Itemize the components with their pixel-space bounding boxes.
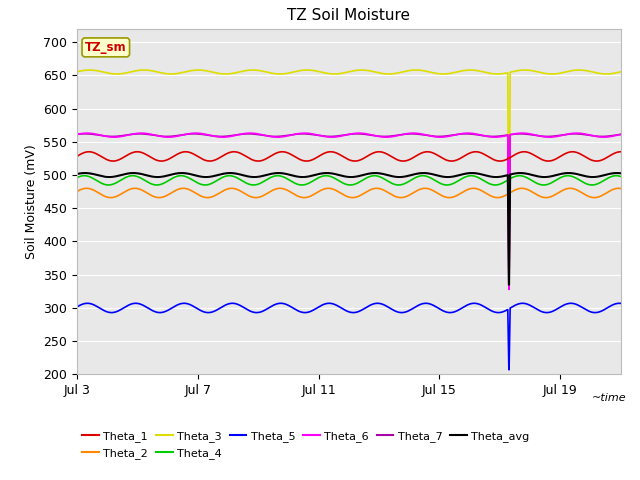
Theta_4 [153,182,161,188]
Theta_5 [282,301,289,307]
Theta_2 [548,193,556,199]
Theta_5 [135,301,143,307]
Theta_2 [282,187,289,192]
Legend: Theta_1, Theta_2, Theta_3, Theta_4, Theta_5, Theta_6, Theta_7, Theta_avg: Theta_1, Theta_2, Theta_3, Theta_4, Thet… [83,432,530,459]
Theta_3 [505,282,513,288]
Theta_2 [135,186,143,192]
Theta_5 [505,367,513,372]
Theta_2 [617,186,625,192]
Theta_3 [282,71,289,76]
Theta_7 [282,133,289,139]
Theta_7 [548,133,556,139]
Theta_avg [505,282,513,288]
Theta_6 [573,130,580,136]
Theta_3 [135,68,143,73]
Theta_3 [305,67,313,73]
Line: Theta_6: Theta_6 [77,133,621,289]
Theta_7 [167,133,175,139]
Theta_3 [167,71,175,77]
Theta_2 [421,185,429,191]
Theta_3 [195,67,202,73]
Theta_4 [282,175,289,181]
Theta_2 [591,195,598,201]
Theta_5 [548,309,556,314]
Y-axis label: Soil Moisture (mV): Soil Moisture (mV) [24,144,38,259]
Theta_6 [135,131,143,136]
Theta_avg [282,171,289,177]
Theta_avg [168,172,175,178]
Theta_7 [305,131,313,137]
Theta_5 [325,300,333,306]
Theta_6 [607,134,614,140]
Theta_7 [607,133,614,139]
Theta_1 [617,149,625,155]
Theta_5 [617,300,625,306]
Theta_4 [617,174,625,180]
Theta_1 [607,153,614,158]
Theta_avg [617,170,625,176]
Theta_4 [607,174,614,180]
Theta_7 [505,287,513,292]
Line: Theta_4: Theta_4 [77,176,621,185]
Text: TZ_sm: TZ_sm [85,41,127,54]
Theta_avg [548,173,556,179]
Theta_7 [244,131,252,137]
Text: ~time: ~time [591,394,626,403]
Theta_3 [73,69,81,75]
Line: Theta_1: Theta_1 [77,152,621,161]
Theta_5 [73,304,81,310]
Theta_4 [305,180,313,186]
Theta_1 [305,158,313,164]
Theta_6 [305,131,313,136]
Theta_avg [129,170,137,176]
Theta_5 [305,309,313,315]
Theta_3 [607,71,614,77]
Theta_avg [135,171,143,177]
Theta_avg [73,171,81,177]
Theta_avg [607,171,614,177]
Theta_4 [73,175,81,180]
Title: TZ Soil Moisture: TZ Soil Moisture [287,9,410,24]
Theta_5 [607,303,614,309]
Theta_1 [282,149,289,155]
Line: Theta_7: Theta_7 [77,134,621,289]
Theta_1 [73,154,81,159]
Theta_3 [617,69,625,75]
Theta_1 [448,158,456,164]
Theta_6 [282,133,289,139]
Line: Theta_2: Theta_2 [77,188,621,198]
Theta_7 [135,131,143,137]
Theta_1 [135,149,143,155]
Theta_7 [617,132,625,137]
Theta_4 [135,174,143,180]
Theta_avg [305,173,313,179]
Theta_2 [73,189,81,194]
Theta_1 [167,155,175,161]
Theta_2 [607,188,614,193]
Theta_1 [548,158,556,164]
Line: Theta_avg: Theta_avg [77,173,621,285]
Theta_4 [168,176,175,182]
Theta_6 [167,134,175,140]
Theta_3 [548,71,556,77]
Theta_6 [617,132,625,137]
Line: Theta_3: Theta_3 [77,70,621,285]
Theta_6 [548,134,556,140]
Theta_6 [505,287,513,292]
Theta_2 [305,194,313,200]
Theta_4 [548,180,556,186]
Theta_7 [73,132,81,137]
Line: Theta_5: Theta_5 [77,303,621,370]
Theta_4 [564,173,572,179]
Theta_2 [167,190,175,196]
Theta_6 [73,132,81,137]
Theta_5 [167,306,175,312]
